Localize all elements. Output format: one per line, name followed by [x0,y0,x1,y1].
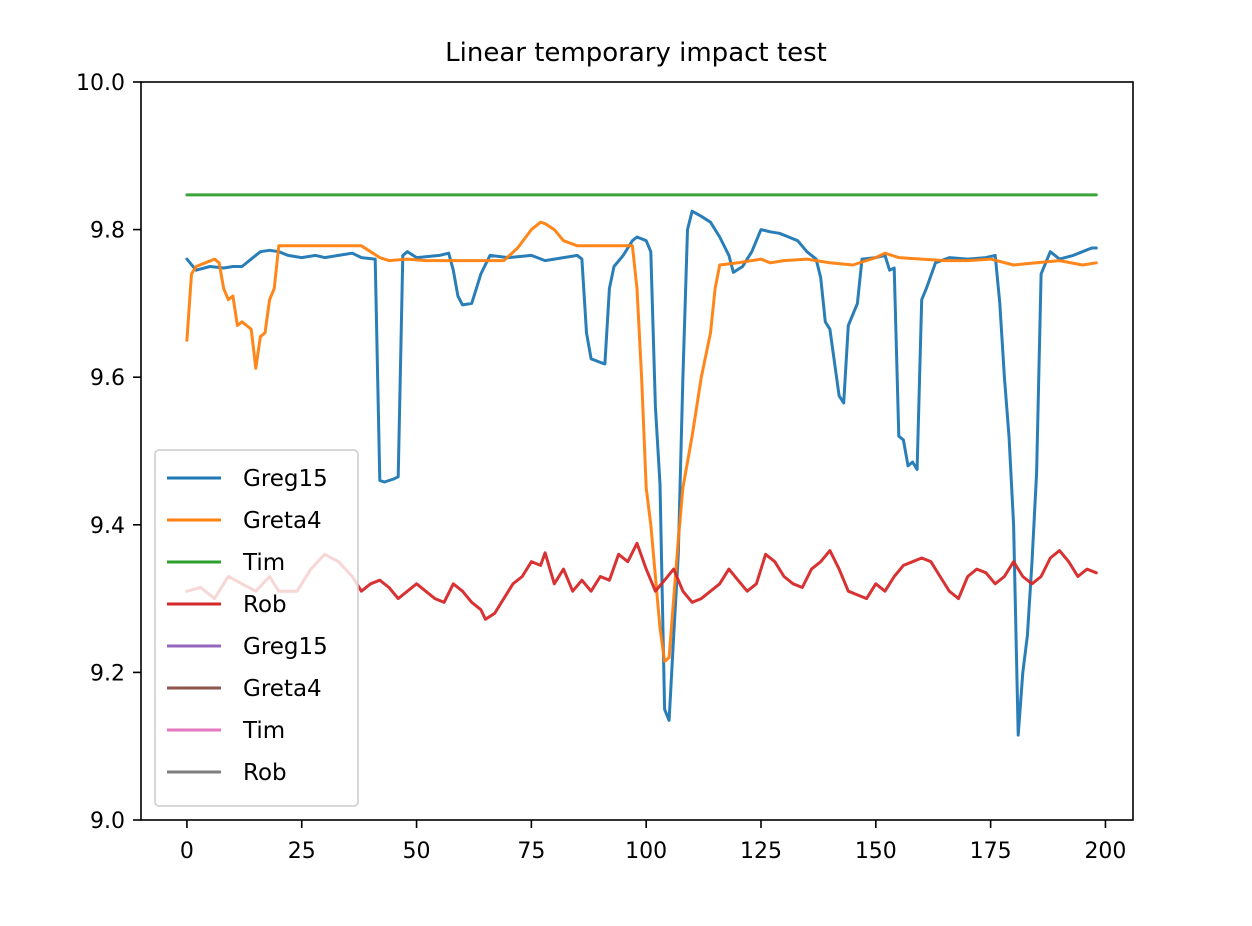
x-tick-label: 150 [855,839,897,864]
x-tick-label: 100 [625,839,667,864]
legend-label: Greg15 [243,634,328,660]
series-line-greg15-0 [185,209,1098,737]
y-tick-label: 9.6 [90,366,125,391]
x-tick-label: 75 [517,839,545,864]
legend-label: Rob [243,760,287,786]
legend-label: Tim [242,718,285,744]
legend-label: Greta4 [243,508,322,534]
legend-label: Tim [242,550,285,576]
x-tick-label: 25 [288,839,316,864]
x-tick-label: 175 [970,839,1012,864]
y-tick-label: 9.2 [90,661,125,686]
chart-title: Linear temporary impact test [445,38,827,68]
legend-label: Greta4 [243,676,322,702]
legend-box [154,449,359,807]
series-layer [185,193,1098,737]
series-line-greta4-1 [185,220,1098,663]
y-tick-label: 9.4 [90,514,125,539]
legend-label: Rob [243,592,287,618]
axis-layer: 0 25 50 75 100 125 150 175 200 9.0 9.2 9.4 9.6 9.8 10.… [76,71,1126,864]
x-tick-label: 125 [740,839,782,864]
y-tick-label: 10.0 [76,71,125,96]
y-tick-label: 9.0 [90,809,125,834]
series-line-rob-3 [185,541,1098,621]
legend-label: Greg15 [243,466,328,492]
y-tick-label: 9.8 [90,219,125,244]
x-tick-label: 0 [180,839,194,864]
x-tick-label: 200 [1084,839,1126,864]
plot-frame [140,81,1134,821]
x-tick-label: 50 [403,839,431,864]
legend: Greg15 Greta4 Tim Rob Greg15 Greta4 Tim Rob [154,449,359,807]
